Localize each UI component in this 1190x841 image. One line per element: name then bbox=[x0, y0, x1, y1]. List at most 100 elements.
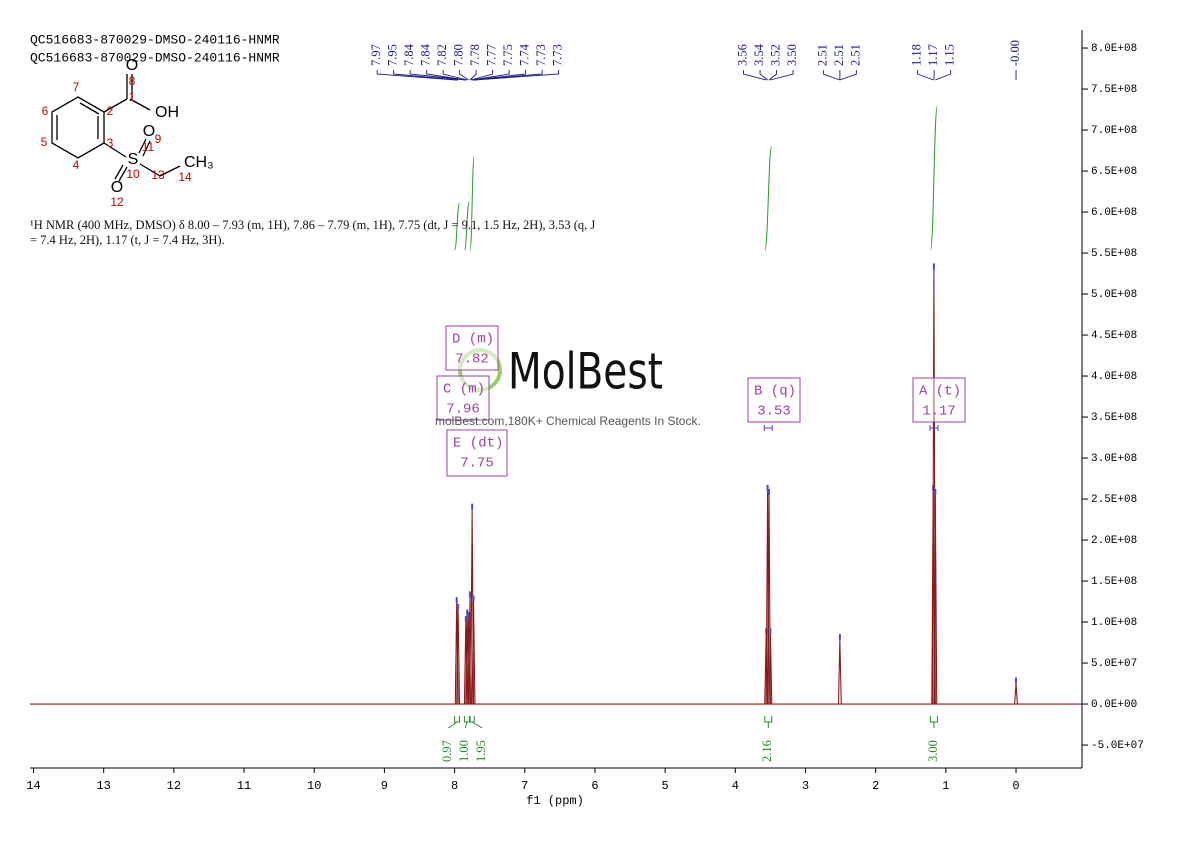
integral-connector bbox=[471, 721, 483, 729]
peak-label-connector bbox=[770, 70, 794, 81]
peak-pick-marker bbox=[838, 634, 841, 641]
peak-label: 7.95 bbox=[386, 44, 400, 66]
peak-label-connector bbox=[409, 70, 466, 81]
x-tick-label: 0 bbox=[1012, 779, 1019, 793]
integral-bracket bbox=[929, 716, 938, 723]
x-tick-label: 3 bbox=[802, 779, 809, 793]
x-tick-label: 9 bbox=[381, 779, 388, 793]
peak-label: 7.82 bbox=[435, 44, 449, 66]
y-tick-label: 7.0E+08 bbox=[1091, 125, 1137, 137]
x-tick-label: 6 bbox=[591, 779, 598, 793]
peak-pick-marker bbox=[457, 603, 460, 610]
integral-curve bbox=[454, 202, 460, 251]
y-tick-label: 6.0E+08 bbox=[1091, 207, 1137, 219]
peak-label-connector bbox=[459, 70, 469, 81]
x-tick-label: 13 bbox=[96, 779, 110, 793]
atom-number: 7 bbox=[73, 80, 80, 94]
integral-label: 1.95 bbox=[474, 740, 488, 762]
y-tick-label: 3.0E+08 bbox=[1091, 453, 1137, 465]
multiplet-box bbox=[445, 325, 499, 371]
peak-label-connector bbox=[917, 70, 934, 81]
watermark-tagline: molBest.com,180K+ Chemical Reagents In S… bbox=[435, 414, 701, 428]
atom-number: 4 bbox=[73, 158, 80, 172]
peak-label: 2.51 bbox=[848, 44, 862, 66]
peak-pick-marker bbox=[455, 597, 458, 604]
peak-pick-marker bbox=[467, 611, 470, 618]
peak-pick-marker bbox=[469, 591, 472, 598]
peak-label-connector bbox=[822, 70, 841, 81]
peak-label-connector bbox=[768, 70, 777, 81]
peak-label-connector bbox=[426, 70, 466, 81]
multiplet-shift: 3.53 bbox=[757, 404, 791, 420]
multiplet-range bbox=[929, 425, 939, 431]
x-tick-label: 1 bbox=[942, 779, 949, 793]
multiplet-name: B (q) bbox=[754, 384, 796, 400]
peak-label: -0.00 bbox=[1008, 40, 1022, 66]
y-tick-label: 5.0E+08 bbox=[1091, 289, 1137, 301]
y-tick-label: 8.0E+08 bbox=[1091, 43, 1137, 55]
peak-pick-marker bbox=[767, 488, 770, 495]
peak-label: 2.51 bbox=[815, 44, 829, 66]
y-tick-label: 2.5E+08 bbox=[1091, 494, 1137, 506]
peak-label: 7.78 bbox=[468, 44, 482, 66]
peak-label: 3.56 bbox=[735, 44, 749, 66]
integral-connector bbox=[464, 721, 468, 729]
x-tick-label: 10 bbox=[307, 779, 321, 793]
watermark-brand: MolBest bbox=[508, 343, 663, 401]
peak-pick-marker bbox=[466, 609, 469, 616]
integral-curve bbox=[929, 105, 938, 251]
title: QC516683-870029-DMSO-240116-HNMR bbox=[30, 32, 280, 47]
integral-connector bbox=[448, 721, 458, 729]
integral-label: 2.16 bbox=[760, 740, 774, 762]
peak-label: 7.84 bbox=[402, 43, 416, 66]
multiplet-shift: 7.75 bbox=[460, 456, 494, 472]
x-tick-label: 4 bbox=[732, 779, 739, 793]
y-tick-label: 7.5E+08 bbox=[1091, 84, 1137, 96]
peak-label: 3.50 bbox=[785, 44, 799, 66]
multiplet-box bbox=[446, 429, 508, 477]
y-tick-label: 1.5E+08 bbox=[1091, 576, 1137, 588]
peak-label: 7.73 bbox=[534, 44, 548, 66]
atom-number: 10 bbox=[126, 167, 140, 181]
peak-label-connector bbox=[935, 70, 952, 81]
atom-number: 13 bbox=[151, 168, 165, 182]
peak-label-connector bbox=[472, 70, 510, 81]
atom-number: 2 bbox=[107, 104, 114, 118]
peak-label-connector bbox=[473, 70, 560, 81]
atom-number: 11 bbox=[142, 140, 155, 154]
peak-label-connector bbox=[743, 70, 767, 81]
peak-pick-marker bbox=[471, 503, 474, 510]
peak-label-connector bbox=[442, 70, 468, 81]
y-tick-label: 6.5E+08 bbox=[1091, 166, 1137, 178]
structure-bonds bbox=[51, 74, 181, 182]
peak-label: 7.74 bbox=[518, 43, 532, 66]
peak-label: 7.97 bbox=[369, 44, 383, 66]
integral-bracket bbox=[764, 716, 773, 723]
integral-bracket bbox=[463, 716, 470, 723]
peak-label: 1.17 bbox=[926, 44, 940, 66]
peak-pick-marker bbox=[934, 488, 937, 495]
integral-bracket bbox=[469, 716, 475, 723]
x-tick-label: 14 bbox=[26, 779, 40, 793]
multiplet-box bbox=[747, 377, 801, 423]
multiplet-name: A (t) bbox=[919, 384, 961, 400]
multiplet-shift: 7.96 bbox=[446, 402, 480, 418]
peak-pick-marker bbox=[766, 484, 769, 491]
peak-label-connector bbox=[470, 70, 494, 81]
integral-label: 3.00 bbox=[926, 740, 940, 762]
y-tick-label: -5.0E+07 bbox=[1091, 740, 1144, 752]
multiplet-shift: 7.82 bbox=[455, 352, 489, 368]
peak-label: 3.54 bbox=[752, 43, 766, 66]
atom-label: OH bbox=[155, 104, 179, 121]
x-tick-label: 2 bbox=[872, 779, 879, 793]
x-axis-label: f1 (ppm) bbox=[526, 794, 584, 808]
atom-label: O bbox=[143, 123, 155, 140]
x-tick-label: 12 bbox=[167, 779, 181, 793]
multiplet-box bbox=[436, 375, 490, 421]
peak-pick-marker bbox=[769, 628, 772, 635]
atom-label: CH₃ bbox=[184, 154, 214, 171]
atom-number: 14 bbox=[178, 170, 192, 184]
peak-label-connector bbox=[472, 70, 527, 81]
